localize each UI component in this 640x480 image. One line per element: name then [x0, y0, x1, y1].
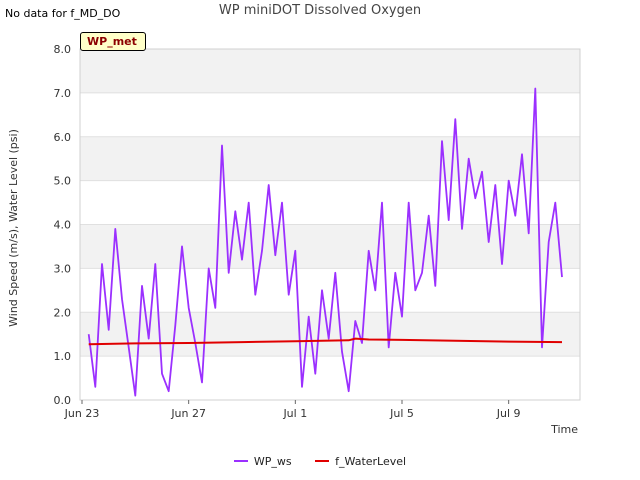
legend-label-wp-ws: WP_ws	[253, 454, 292, 468]
y-tick-label: 4.0	[54, 219, 72, 232]
x-tick-label: Jul 5	[389, 407, 414, 420]
x-tick-labels: Jun 23 Jun 27 Jul 1 Jul 5 Jul 9	[64, 400, 521, 420]
series-layer	[87, 87, 563, 397]
legend-item-f-waterlevel[interactable]: f_WaterLevel	[315, 455, 406, 468]
x-tick-label: Jun 27	[170, 407, 206, 420]
y-tick-label: 6.0	[54, 131, 72, 144]
x-axis-label: Time	[550, 423, 578, 436]
y-tick-label: 5.0	[54, 175, 72, 188]
legend-swatch-f-waterlevel	[315, 460, 330, 462]
plot-band	[80, 49, 580, 93]
plot-band	[80, 224, 580, 269]
y-tick-label: 8.0	[54, 43, 72, 56]
y-tick-label: 0.0	[54, 394, 72, 407]
x-tick-label: Jul 9	[496, 407, 521, 420]
x-tick-label: Jul 1	[282, 407, 307, 420]
no-data-note: No data for f_MD_DO	[5, 7, 121, 20]
y-axis-label: Wind Speed (m/s), Water Level (psi)	[7, 129, 20, 327]
plot-band	[80, 136, 580, 181]
y-tick-labels: 0.0 1.0 2.0 3.0 4.0 5.0 6.0 7.0 8.0	[54, 43, 72, 407]
legend-label-f-waterlevel: f_WaterLevel	[335, 454, 407, 468]
y-tick-label: 1.0	[54, 350, 72, 363]
chart-title: WP miniDOT Dissolved Oxygen	[218, 3, 422, 18]
legend-swatch-wp-ws	[233, 460, 248, 462]
x-tick-label: Jun 23	[64, 407, 100, 420]
series-line-f-waterlevel	[88, 337, 563, 346]
y-tick-label: 7.0	[54, 87, 72, 100]
y-tick-label: 3.0	[54, 262, 72, 275]
plot-background-bands	[80, 49, 580, 357]
site-badge: WP_met	[80, 32, 146, 51]
legend-item-wp-ws[interactable]: WP_ws	[233, 454, 292, 468]
series-line-wp-ws	[87, 87, 563, 397]
y-tick-label: 2.0	[54, 306, 72, 319]
plot-frame	[79, 48, 581, 401]
legend: WP_ws f_WaterLevel	[0, 452, 640, 468]
